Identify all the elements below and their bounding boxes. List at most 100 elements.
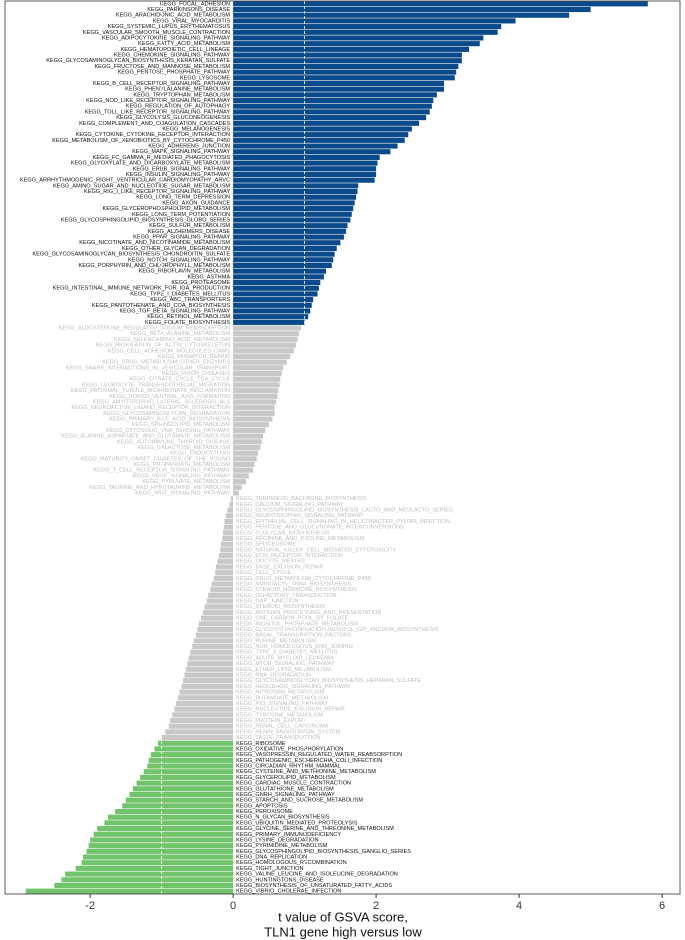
bar: [233, 382, 280, 388]
bar: [233, 1, 648, 7]
bar: [136, 780, 234, 786]
bar: [233, 240, 341, 246]
category-label: KEGG_NEUROACTIVE_LIGAND_RECEPTOR_INTERAC…: [71, 405, 230, 411]
category-label: KEGG_NEUROTROPHIN_SIGNALING_PATHWAY: [236, 513, 364, 519]
category-label: KEGG_ADIPOCYTOKINE_SIGNALING_PATHWAY: [102, 35, 230, 41]
bar: [208, 592, 234, 598]
category-label: KEGG_ERBB_SIGNALING_PATHWAY: [133, 166, 231, 172]
bar: [233, 444, 261, 451]
bar: [220, 547, 234, 553]
bar: [233, 439, 262, 445]
bar: [233, 46, 470, 52]
category-label: KEGG_AMINOACYL_TRNA_BIOSYNTHESIS: [236, 581, 351, 587]
category-label: KEGG_GLYCOSAMINOGLYCAN_BIOSYNTHESIS_CHON…: [32, 252, 230, 258]
category-label: KEGG_RENAL_CELL_CARCINOMA: [236, 724, 329, 730]
category-label: KEGG_MISMATCH_REPAIR: [158, 354, 230, 360]
category-label: KEGG_SPLICEOSOME: [236, 542, 296, 548]
category-label: KEGG_UBIQUITIN_MEDIATED_PROTEOLYSIS: [236, 820, 358, 826]
bar: [223, 530, 234, 536]
bar: [161, 735, 234, 741]
bar: [233, 160, 378, 166]
category-label: KEGG_PORPHYRIN_AND_CHLOROPHYLL_METABOLIS…: [79, 263, 231, 269]
category-label: KEGG_REGULATION_OF_ACTIN_CYTOSKELETON: [96, 343, 230, 349]
bar: [225, 513, 234, 519]
bar: [233, 143, 398, 149]
bar: [233, 115, 427, 121]
bar: [75, 865, 234, 871]
category-label: KEGG_SULFUR_METABOLISM: [149, 223, 230, 229]
category-label: KEGG_SPHINGOLIPID_METABOLISM: [132, 422, 231, 428]
bar: [168, 723, 234, 729]
category-label: KEGG_ACUTE_MYELOID_LEUKEMIA: [236, 655, 334, 661]
bar: [172, 712, 234, 718]
category-label: KEGG_MAPK_SIGNALING_PATHWAY: [132, 149, 230, 155]
bar: [81, 860, 234, 866]
category-label: KEGG_N_GLYCAN_BIOSYNTHESIS: [236, 815, 330, 821]
category-label: KEGG_LONG_TERM_DEPRESSION: [136, 195, 230, 201]
bar: [222, 535, 234, 542]
category-label: KEGG_PARKINSONS_DISEASE: [147, 7, 230, 13]
category-label: KEGG_SNARE_INTERACTIONS_IN_VESICULAR_TRA…: [66, 365, 231, 371]
bar: [233, 58, 462, 64]
bar: [175, 700, 234, 707]
bar: [233, 297, 314, 303]
bar: [233, 171, 377, 178]
category-label: KEGG_TERPENOID_BACKBONE_BIOSYNTHESIS: [236, 496, 367, 502]
category-label: KEGG_ONE_CARBON_POOL_BY_FOLATE: [236, 616, 348, 622]
category-label: KEGG_GLYCOSPHINGOLIPID_BIOSYNTHESIS_GANG…: [236, 849, 411, 855]
bar: [220, 541, 234, 547]
category-label: KEGG_ECM_RECEPTOR_INTERACTION: [236, 553, 343, 559]
category-label: KEGG_EPITHELIAL_CELL_SIGNALING_IN_HELICO…: [236, 519, 450, 525]
bar: [233, 109, 430, 115]
category-label: KEGG_MTOR_SIGNALING_PATHWAY: [236, 661, 335, 667]
bar: [203, 609, 234, 616]
bar: [233, 206, 354, 212]
category-label: KEGG_TOLL_LIKE_RECEPTOR_SIGNALING_PATHWA…: [85, 109, 231, 115]
bar: [233, 245, 337, 251]
category-label: KEGG_GLYCEROPHOSPHOLIPID_METABOLISM: [103, 206, 231, 212]
category-label: KEGG_GLUTATHIONE_METABOLISM: [236, 786, 334, 792]
category-label: KEGG_TYPE_I_DIABETES_MELLITUS: [130, 291, 230, 297]
category-label: KEGG_GLYCEROLIPID_METABOLISM: [236, 775, 336, 781]
bar: [233, 325, 302, 331]
category-label: KEGG_HEDGEHOG_SIGNALING_PATHWAY: [236, 684, 351, 690]
category-label: KEGG_ARGININE_AND_PROLINE_METABOLISM: [236, 536, 365, 542]
category-label: KEGG_AXON_GUIDANCE: [162, 200, 230, 206]
bar: [148, 757, 234, 763]
category-label: KEGG_ADHERENS_JUNCTION: [148, 144, 230, 150]
category-label: KEGG_STEROID_BIOSYNTHESIS: [236, 604, 325, 610]
bar: [233, 257, 334, 263]
bar: [143, 769, 234, 775]
bar: [233, 63, 459, 69]
category-label: KEGG_PPAR_SIGNALING_PATHWAY: [133, 235, 230, 241]
category-label: KEGG_NON_HOMOLOGOUS_END_JOINING: [236, 644, 353, 650]
bar: [165, 729, 234, 735]
bar: [230, 496, 234, 502]
category-label: KEGG_AMINO_SUGAR_AND_NUCLEOTIDE_SUGAR_ME…: [53, 183, 230, 189]
bar: [233, 388, 279, 394]
category-label: KEGG_FOLATE_BIOSYNTHESIS: [145, 320, 230, 326]
category-label: KEGG_VIRAL_MYOCARDITIS: [153, 18, 231, 24]
category-label: KEGG_LYSINE_DEGRADATION: [236, 837, 318, 843]
bar: [233, 353, 291, 360]
bar: [233, 228, 347, 234]
bar: [233, 223, 348, 229]
bar: [233, 462, 255, 468]
category-label: KEGG_INTESTINAL_IMMUNE_NETWORK_FOR_IGA_P…: [53, 286, 230, 292]
category-label: KEGG_TGF_BETA_SIGNALING_PATHWAY: [119, 308, 230, 314]
bar: [122, 803, 234, 809]
bar: [233, 137, 405, 143]
category-label: KEGG_MELANOGENESIS: [162, 126, 230, 132]
bar: [233, 399, 277, 405]
bar: [233, 24, 502, 30]
category-label: KEGG_NATURAL_KILLER_CELL_MEDIATED_CYTOTO…: [236, 547, 397, 553]
category-label: KEGG_VALINE_LEUCINE_AND_ISOLEUCINE_DEGRA…: [236, 872, 398, 878]
bar: [233, 194, 357, 200]
category-label: KEGG_STEROID_HORMONE_BIOSYNTHESIS: [236, 587, 357, 593]
category-label: KEGG_NOD_LIKE_RECEPTOR_SIGNALING_PATHWAY: [86, 98, 230, 104]
bar: [233, 484, 242, 490]
bar: [233, 416, 273, 422]
category-label: KEGG_NOTCH_SIGNALING_PATHWAY: [128, 257, 230, 263]
bar: [193, 638, 234, 644]
category-label: KEGG_CHEMOKINE_SIGNALING_PATHWAY: [114, 53, 230, 59]
